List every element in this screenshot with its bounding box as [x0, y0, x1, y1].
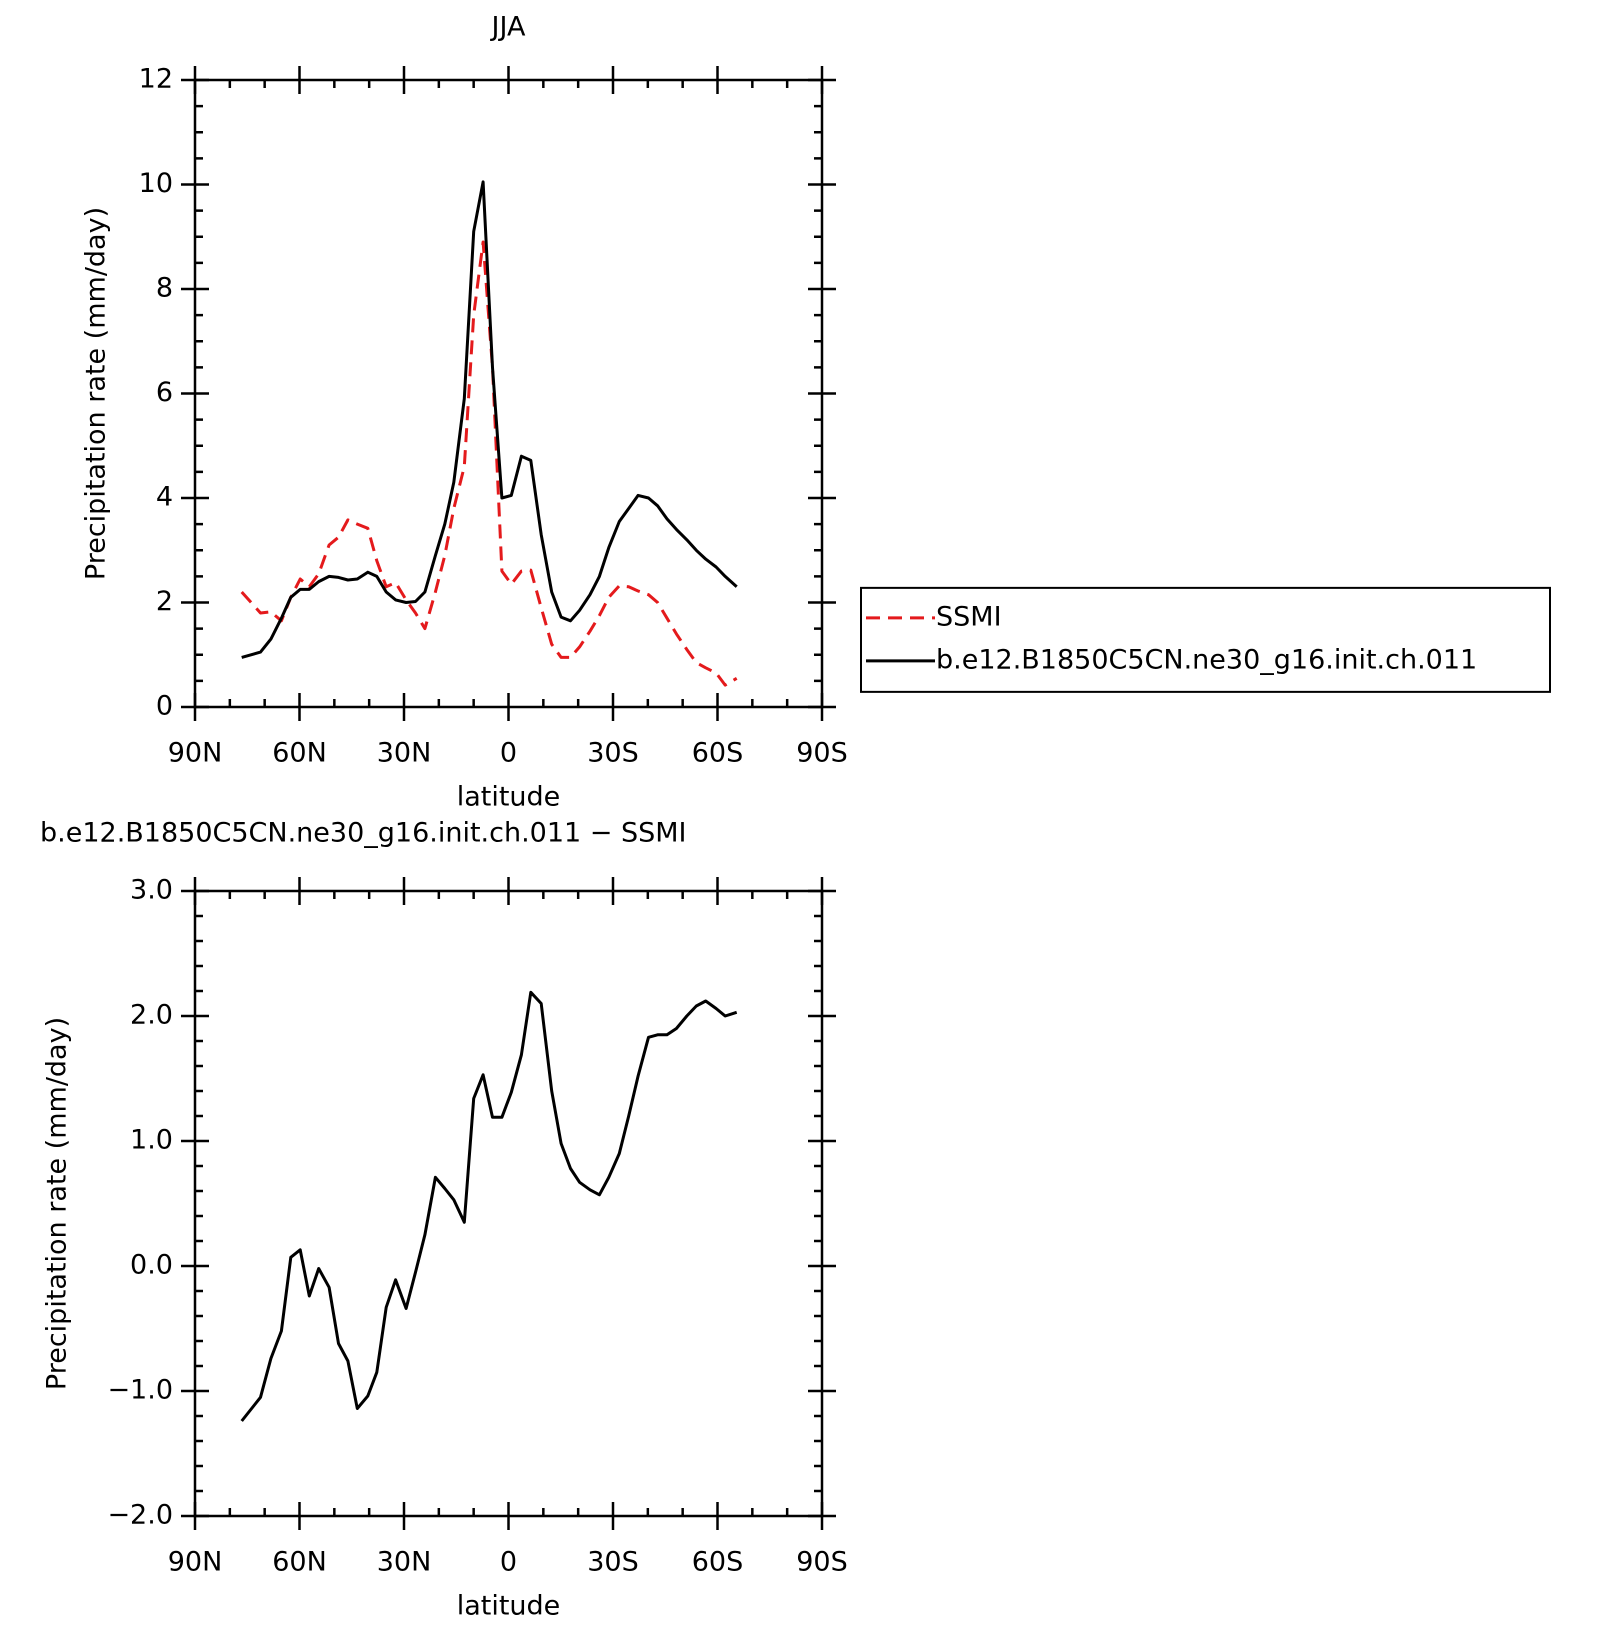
legend-box: [860, 586, 1551, 693]
x-tick-label: 30S: [587, 1547, 639, 1578]
y-axis-label: Precipitation rate (mm/day): [42, 1017, 73, 1390]
x-tick-label: 30N: [377, 738, 432, 769]
y-tick-label: −1.0: [107, 1375, 173, 1406]
x-axis-label: latitude: [457, 782, 561, 813]
x-tick-label: 60N: [272, 738, 327, 769]
x-tick-label: 60N: [272, 1547, 327, 1578]
y-axis-label: Precipitation rate (mm/day): [81, 207, 112, 580]
y-tick-label: 1.0: [130, 1125, 173, 1156]
legend-label: b.e12.B1850C5CN.ne30_g16.init.ch.011: [936, 644, 1477, 675]
data-line: [240, 240, 738, 687]
x-tick-label: 90S: [796, 1547, 848, 1578]
data-line: [240, 990, 738, 1422]
y-tick-label: 12: [139, 64, 173, 95]
y-tick-label: 0.0: [130, 1250, 173, 1281]
chart-title: JJA: [490, 12, 526, 43]
x-axis-label: latitude: [457, 1591, 561, 1622]
legend-label: SSMI: [936, 601, 1002, 632]
y-tick-label: 2: [156, 586, 173, 617]
y-tick-label: 4: [156, 482, 173, 513]
y-tick-label: 3.0: [130, 875, 173, 906]
x-tick-label: 0: [500, 1547, 517, 1578]
y-tick-label: 2.0: [130, 1000, 173, 1031]
x-tick-label: 30N: [377, 1547, 432, 1578]
x-tick-label: 30S: [587, 738, 639, 769]
y-tick-label: 0: [156, 691, 173, 722]
data-line: [241, 180, 738, 659]
y-tick-label: 6: [156, 377, 173, 408]
x-tick-label: 90N: [168, 738, 223, 769]
x-tick-label: 60S: [692, 738, 744, 769]
chart-title: b.e12.B1850C5CN.ne30_g16.init.ch.011 − S…: [40, 818, 687, 849]
x-tick-label: 60S: [692, 1547, 744, 1578]
y-tick-label: 10: [139, 168, 173, 199]
plot-frame: [193, 78, 824, 709]
plot-frame: [193, 889, 824, 1518]
y-tick-label: 8: [156, 273, 173, 304]
x-tick-label: 0: [500, 738, 517, 769]
x-tick-label: 90S: [796, 738, 848, 769]
x-tick-label: 90N: [168, 1547, 223, 1578]
y-tick-label: −2.0: [107, 1500, 173, 1531]
